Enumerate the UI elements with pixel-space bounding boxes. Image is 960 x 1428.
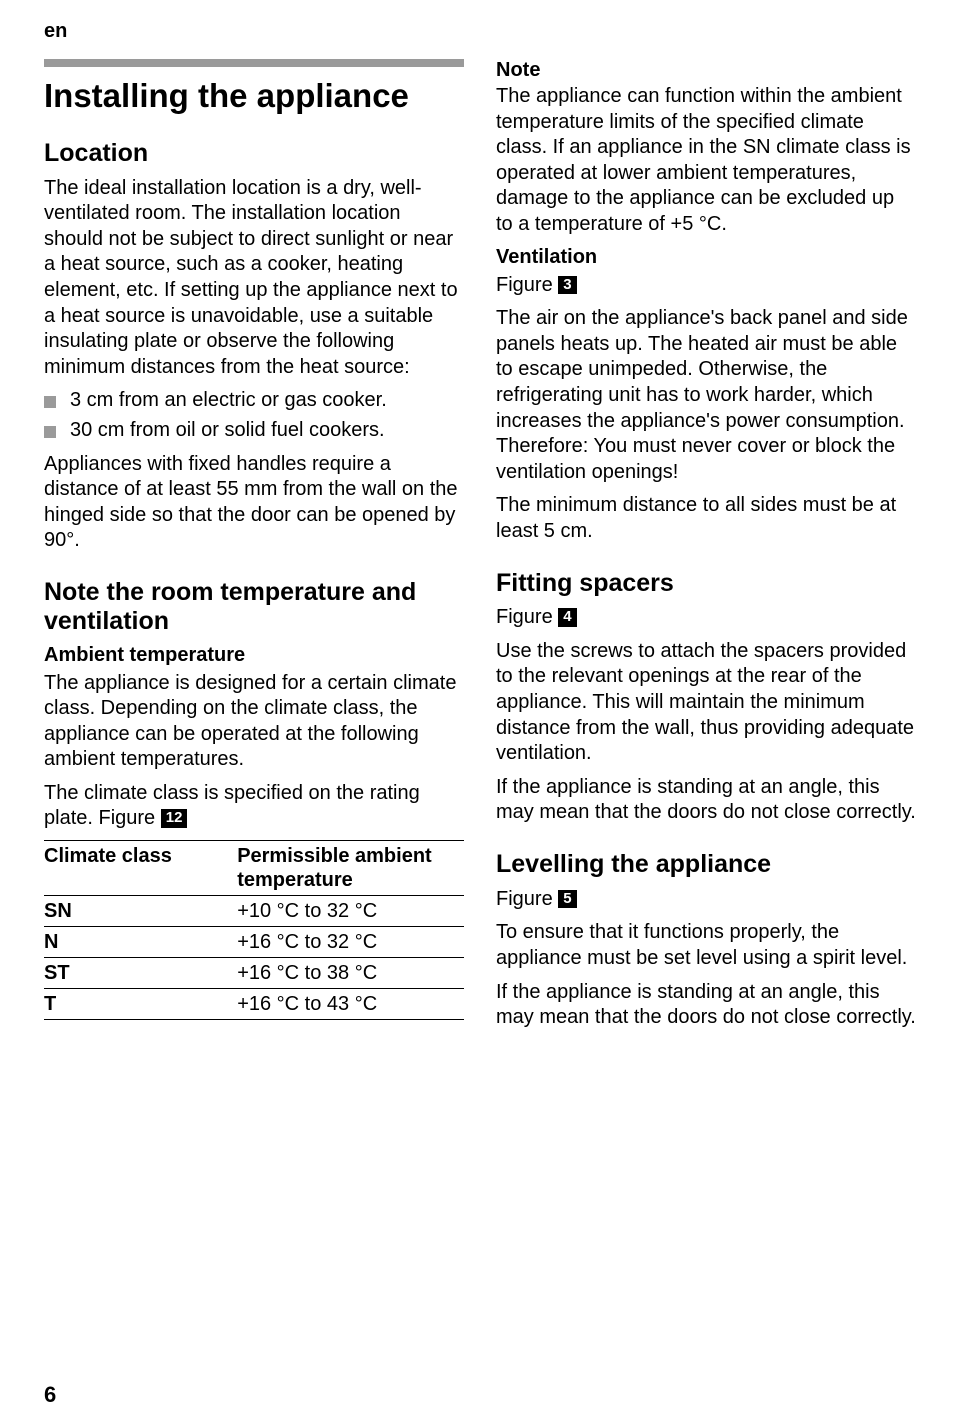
list-item: 3 cm from an electric or gas cooker. — [44, 388, 464, 414]
note-label: Note — [496, 59, 916, 82]
distance-list: 3 cm from an electric or gas cooker. 30 … — [44, 388, 464, 443]
ambient-text-1: The appliance is designed for a certain … — [44, 671, 464, 773]
ventilation-text-1: The air on the appliance's back panel an… — [496, 306, 916, 485]
handles-note: Appliances with fixed handles require a … — [44, 452, 464, 554]
cell-temp: +10 °C to 32 °C — [237, 896, 464, 927]
location-heading: Location — [44, 139, 464, 168]
table-row: T +16 °C to 43 °C — [44, 989, 464, 1020]
climate-class-table: Climate class Permissible ambient temper… — [44, 840, 464, 1020]
cell-class: ST — [44, 958, 237, 989]
ventilation-heading: Ventilation — [496, 246, 916, 269]
figure-ref-icon: 3 — [558, 276, 576, 295]
cell-class: T — [44, 989, 237, 1020]
page-number: 6 — [44, 1382, 56, 1408]
col-climate-class: Climate class — [44, 841, 237, 896]
main-title: Installing the appliance — [44, 77, 464, 115]
table-header-row: Climate class Permissible ambient temper… — [44, 841, 464, 896]
table-row: SN +10 °C to 32 °C — [44, 896, 464, 927]
ventilation-figure: Figure 3 — [496, 273, 916, 299]
page: en Installing the appliance Location The… — [44, 20, 916, 1408]
two-column-layout: Installing the appliance Location The id… — [44, 59, 916, 1039]
ventilation-text-2: The minimum distance to all sides must b… — [496, 493, 916, 544]
note-text: The appliance can function within the am… — [496, 84, 916, 238]
spacers-heading: Fitting spacers — [496, 569, 916, 598]
levelling-heading: Levelling the appliance — [496, 850, 916, 879]
table-row: ST +16 °C to 38 °C — [44, 958, 464, 989]
spacers-figure: Figure 4 — [496, 605, 916, 631]
cell-class: SN — [44, 896, 237, 927]
figure-label: Figure — [496, 274, 558, 296]
col-ambient-temp: Permissible ambient temperature — [237, 841, 464, 896]
spacers-text-1: Use the screws to attach the spacers pro… — [496, 639, 916, 767]
list-item: 30 cm from oil or solid fuel cookers. — [44, 418, 464, 444]
roomtemp-heading: Note the room temperature and ventilatio… — [44, 578, 464, 636]
levelling-figure: Figure 5 — [496, 887, 916, 913]
location-text: The ideal installation location is a dry… — [44, 176, 464, 381]
left-column: Installing the appliance Location The id… — [44, 59, 464, 1039]
cell-temp: +16 °C to 43 °C — [237, 989, 464, 1020]
figure-ref-icon: 12 — [161, 809, 188, 828]
cell-class: N — [44, 927, 237, 958]
cell-temp: +16 °C to 38 °C — [237, 958, 464, 989]
figure-label: Figure — [496, 606, 558, 628]
figure-label: Figure — [496, 888, 558, 910]
table-row: N +16 °C to 32 °C — [44, 927, 464, 958]
ambient-text-2: The climate class is specified on the ra… — [44, 781, 464, 832]
ambient-heading: Ambient temperature — [44, 644, 464, 667]
figure-ref-icon: 5 — [558, 890, 576, 909]
section-rule — [44, 59, 464, 67]
rating-plate-text: The climate class is specified on the ra… — [44, 782, 420, 830]
levelling-text-2: If the appliance is standing at an angle… — [496, 980, 916, 1031]
levelling-text-1: To ensure that it functions properly, th… — [496, 920, 916, 971]
figure-ref-icon: 4 — [558, 608, 576, 627]
right-column: Note The appliance can function within t… — [496, 59, 916, 1039]
language-indicator: en — [44, 20, 916, 43]
cell-temp: +16 °C to 32 °C — [237, 927, 464, 958]
spacers-text-2: If the appliance is standing at an angle… — [496, 775, 916, 826]
